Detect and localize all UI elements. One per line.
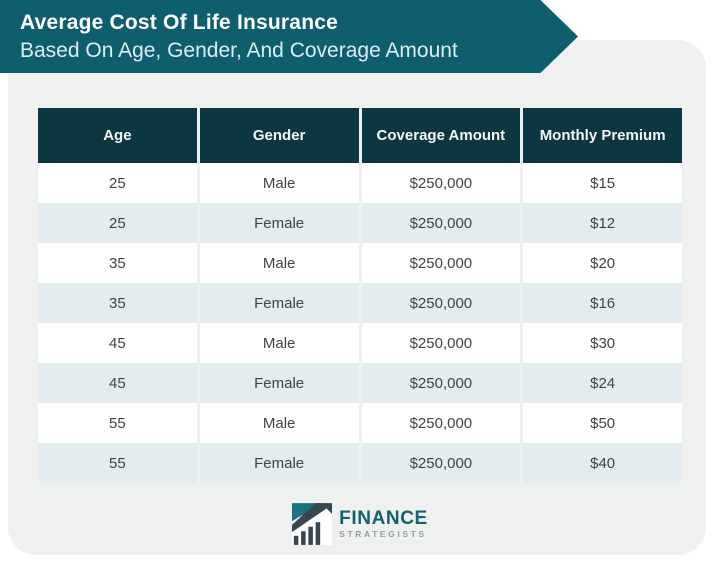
table-cell: 35 <box>38 283 197 323</box>
header-banner: Average Cost Of Life Insurance Based On … <box>0 0 578 73</box>
table-cell: Female <box>199 363 359 403</box>
table-cell: $250,000 <box>361 163 521 203</box>
table-cell: Male <box>199 163 359 203</box>
table-cell: Male <box>199 323 359 363</box>
table-cell: Female <box>199 283 359 323</box>
table-cell: $250,000 <box>361 283 521 323</box>
table-cell: 45 <box>38 323 197 363</box>
table-row: 55 Female $250,000 $40 <box>38 443 682 483</box>
table-cell: 25 <box>38 203 197 243</box>
table-cell: $24 <box>523 363 682 403</box>
table-cell: $250,000 <box>361 363 521 403</box>
column-header-gender: Gender <box>199 108 359 163</box>
table-cell: $250,000 <box>361 443 521 483</box>
logo-primary-text: FINANCE <box>339 508 428 529</box>
table-cell: $250,000 <box>361 203 521 243</box>
table-cell: $250,000 <box>361 323 521 363</box>
table-cell: 55 <box>38 403 197 443</box>
table-cell: $50 <box>523 403 682 443</box>
bar-chart-arrow-icon <box>292 503 333 545</box>
logo-wordmark: FINANCE STRATEGISTS <box>339 508 428 540</box>
table-cell: Male <box>199 403 359 443</box>
table-cell: $30 <box>523 323 682 363</box>
table-cell: 35 <box>38 243 197 283</box>
table-header: Age Gender Coverage Amount Monthly Premi… <box>38 108 682 163</box>
footer-logo: FINANCE STRATEGISTS <box>0 502 720 546</box>
table-cell: 55 <box>38 443 197 483</box>
table-row: 45 Male $250,000 $30 <box>38 323 682 363</box>
table-cell: $16 <box>523 283 682 323</box>
table-row: 55 Male $250,000 $50 <box>38 403 682 443</box>
table-cell: 45 <box>38 363 197 403</box>
column-header-coverage-amount: Coverage Amount <box>361 108 521 163</box>
page-title: Average Cost Of Life Insurance <box>20 11 338 34</box>
table-body: 25 Male $250,000 $15 25 Female $250,000 $12 35 Ma… <box>38 163 682 483</box>
table-row: 35 Male $250,000 $20 <box>38 243 682 283</box>
table-cell: $20 <box>523 243 682 283</box>
table-row: 25 Female $250,000 $12 <box>38 203 682 243</box>
table-row: 45 Female $250,000 $24 <box>38 363 682 403</box>
table-cell: 25 <box>38 163 197 203</box>
table-cell: Male <box>199 243 359 283</box>
table-cell: Female <box>199 203 359 243</box>
table-cell: $250,000 <box>361 403 521 443</box>
table-header-row: Age Gender Coverage Amount Monthly Premi… <box>38 108 682 163</box>
table-row: 35 Female $250,000 $16 <box>38 283 682 323</box>
insurance-cost-table: Age Gender Coverage Amount Monthly Premi… <box>35 108 685 483</box>
page-subtitle: Based On Age, Gender, And Coverage Amoun… <box>20 39 458 62</box>
logo-secondary-text: STRATEGISTS <box>339 529 427 539</box>
table-cell: $12 <box>523 203 682 243</box>
table-cell: $250,000 <box>361 243 521 283</box>
table-cell: Female <box>199 443 359 483</box>
table-cell: $40 <box>523 443 682 483</box>
column-header-age: Age <box>38 108 197 163</box>
column-header-monthly-premium: Monthly Premium <box>523 108 682 163</box>
table-cell: $15 <box>523 163 682 203</box>
table-row: 25 Male $250,000 $15 <box>38 163 682 203</box>
